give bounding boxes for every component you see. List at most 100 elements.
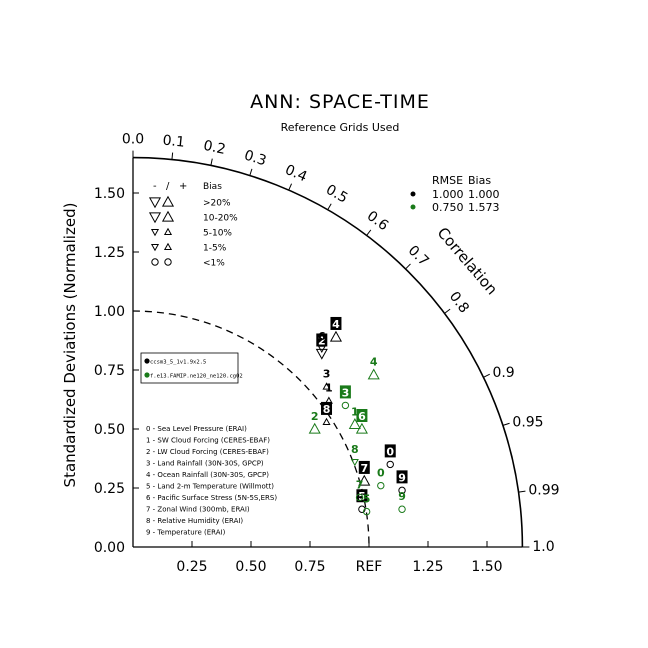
rmse-legend-header-bias: Bias [468,174,491,187]
variable-list-item: 2 - LW Cloud Forcing (CERES-EBAF) [146,448,269,456]
correlation-tick-label: 0.1 [162,133,186,151]
correlation-tick [502,422,510,426]
correlation-tick-label: 1.0 [532,539,554,555]
correlation-tick-label: 0.0 [122,132,144,148]
data-point-marker [315,348,328,360]
data-point-marker [367,368,380,380]
variable-list: 0 - Sea Level Pressure (ERAI) 1 - SW Clou… [146,425,277,537]
variable-list-item: 7 - Zonal Wind (300mb, ERAI) [146,506,250,514]
rmse-legend-bias: 1.573 [468,201,500,214]
data-point-label: 2 [311,410,319,423]
data-point-marker [377,481,385,490]
bias-legend-marker-plus [163,227,173,236]
variable-list-item: 4 - Ocean Rainfall (30N-30S, GPCP) [146,471,269,479]
bias-legend-label: 10-20% [203,214,238,224]
data-point-label: 9 [398,471,406,484]
bias-legend: - / + Bias >20% 10-20% 5-10% 1-5% <1% [148,181,238,269]
chart-subtitle: Reference Grids Used [281,121,400,134]
rmse-legend-bias: 1.000 [468,188,500,201]
x-tick-label: 0.75 [294,559,325,575]
bias-legend-label: <1% [203,259,225,269]
ref-label: REF [356,559,383,575]
correlation-tick [288,183,293,191]
case-legend-dot [144,358,150,364]
data-point-label: 8 [323,403,331,416]
bias-legend-marker-plus [161,195,175,207]
data-point-marker [386,460,394,469]
data-point-label-box [339,385,351,399]
bias-legend-title: Bias [203,182,222,192]
correlation-tick-label: 0.9 [492,365,514,381]
bias-legend-label: 5-10% [203,229,232,239]
data-point-marker [348,418,361,429]
variable-list-item: 1 - SW Cloud Forcing (CERES-EBAF) [146,437,270,445]
y-tick-label: 0.75 [94,363,125,379]
data-point-marker [322,382,331,390]
data-point-label: 5 [358,490,366,503]
rmse-legend-rmse: 1.000 [432,188,464,201]
data-point-label: 7 [360,462,368,475]
x-tick-label: 1.50 [471,559,502,575]
bias-legend-label: 1-5% [203,244,227,254]
data-point-label: 8 [351,443,359,456]
data-point-label: 6 [318,330,326,343]
bias-legend-label: >20% [203,199,231,209]
bias-legend-marker-minus [150,243,160,252]
correlation-arc [132,156,524,548]
data-point-label-box [384,444,396,458]
data-point-marker [355,493,364,502]
variable-list-item: 5 - Land 2-m Temperature (Willmott) [146,483,274,491]
data-point-marker [362,507,371,516]
bias-legend-slash: / [166,181,170,192]
correlation-tick-label: 0.3 [242,147,268,169]
y-tick-label: 0.25 [94,481,125,497]
correlation-tick-label: 0.95 [512,414,543,430]
rmse-legend-header-rmse: RMSE [432,174,463,187]
variable-list-item: 3 - Land Rainfall (30N-30S, GPCP) [146,460,264,468]
y-tick-label: 0.50 [94,422,125,438]
data-point-label: 9 [398,490,406,503]
x-tick-label: 0.50 [235,559,266,575]
data-point-label: 2 [318,334,326,347]
correlation-tick [518,490,526,493]
y-axis-label: Standardized Deviations (Normalized) [61,203,79,488]
data-point-label: 5 [363,493,371,506]
data-point-marker [355,422,368,434]
data-point-label: 4 [332,318,340,331]
data-point-marker [358,474,371,486]
correlation-tick [405,263,411,270]
data-point-label: 3 [323,368,331,381]
data-point-label: 4 [370,356,378,369]
bias-legend-marker-minus [151,258,159,266]
correlation-tick-label: 0.2 [202,138,227,158]
bias-legend-minus: - [153,181,157,192]
rmse-legend-rmse: 0.750 [432,201,464,214]
data-point-marker [341,401,350,410]
correlation-tick [483,373,490,378]
bias-legend-marker-plus [164,258,172,266]
bias-legend-plus: + [179,181,187,192]
variable-list-item: 0 - Sea Level Pressure (ERAI) [146,425,247,433]
data-point-marker [329,330,343,342]
rmse-legend-dot [410,191,416,197]
correlation-tick-label: 0.99 [528,483,559,499]
data-point-label: 3 [342,386,350,399]
data-point-marker [322,417,331,425]
y-tick-label: 1.50 [94,186,125,202]
data-point-marker [308,422,321,434]
data-point-label-box [396,470,408,484]
data-point-label-box [330,316,342,330]
data-point-marker [350,458,359,467]
y-tick-label: 0.00 [94,540,125,556]
data-point-label: 6 [358,410,366,423]
data-point-marker [358,505,366,513]
chart-title: ANN: SPACE-TIME [250,91,430,113]
data-point-label: 0 [377,467,385,480]
data-point-marker [317,345,326,353]
x-tick-label: 0.25 [176,559,207,575]
data-point-label: 7 [356,478,364,491]
correlation-tick [171,152,174,160]
bias-legend-marker-minus [148,212,162,224]
